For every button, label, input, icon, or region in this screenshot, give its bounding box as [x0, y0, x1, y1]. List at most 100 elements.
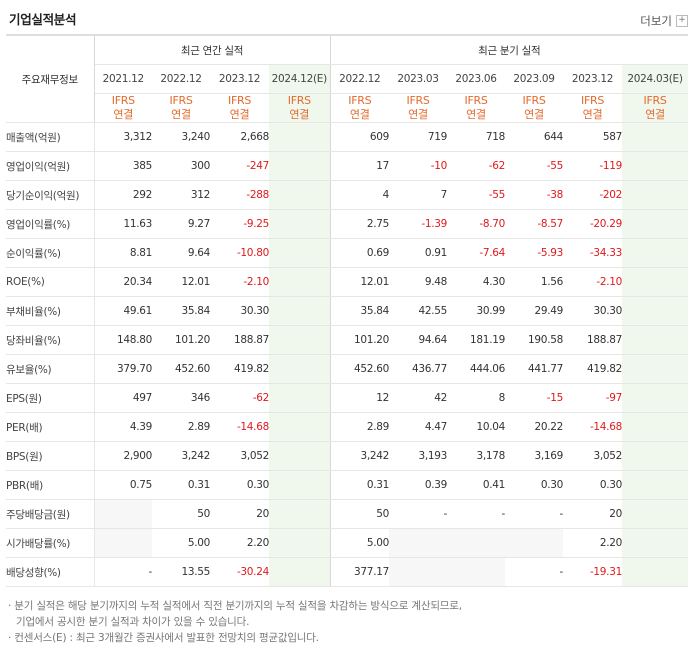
ifrs-label: IFRS 연결: [152, 93, 210, 123]
ifrs-line2: 연결: [645, 108, 665, 121]
table-cell: -5.93: [505, 238, 563, 268]
table-cell: 181.19: [447, 325, 505, 355]
table-cell: -62: [447, 151, 505, 181]
table-cell: 42.55: [389, 296, 447, 326]
row-label: 시가배당률(%): [6, 528, 95, 558]
table-cell: [389, 528, 447, 558]
table-cell: 0.31: [330, 470, 389, 500]
period-header: 2023.12: [563, 64, 622, 94]
period-header: 2022.12: [152, 64, 210, 94]
ifrs-label: IFRS 연결: [563, 93, 622, 123]
table-cell: 12.01: [330, 267, 389, 297]
ifrs-line2: 연결: [289, 108, 310, 121]
table-row: PBR(배) 0.75 0.31 0.30 0.31 0.39 0.41 0.30 0.30: [6, 470, 689, 500]
table-cell: 452.60: [330, 354, 389, 384]
table-cell: 587: [563, 122, 622, 152]
table-cell: [622, 557, 689, 587]
table-cell: [505, 528, 563, 558]
table-cell: 20: [563, 499, 622, 529]
table-cell: 441.77: [505, 354, 563, 384]
table-cell: -30.24: [210, 557, 269, 587]
table-cell: 0.75: [94, 470, 152, 500]
table-cell: 0.31: [152, 470, 210, 500]
table-cell: 1.56: [505, 267, 563, 297]
table-cell: -2.10: [563, 267, 622, 297]
table-cell: 3,312: [94, 122, 152, 152]
table-row: 당좌비율(%) 148.80 101.20 188.87 101.20 94.64 181.…: [6, 325, 689, 355]
table-row: 배당성향(%) -13.55 -30.24 377.17- -19.31: [6, 557, 689, 587]
table-cell: -14.68: [563, 412, 622, 442]
row-label: 영업이익률(%): [6, 209, 95, 239]
table-cell: 300: [152, 151, 210, 181]
table-cell: [269, 122, 331, 152]
table-cell: -55: [447, 180, 505, 210]
table-row: 시가배당률(%) 5.00 2.20 5.00 2.20: [6, 528, 689, 558]
row-header-cell: 주요재무정보: [6, 35, 95, 123]
period-header: 2023.09: [505, 64, 563, 94]
table-cell: 3,242: [152, 441, 210, 471]
table-cell: [622, 296, 689, 326]
table-cell: [269, 209, 331, 239]
table-cell: 190.58: [505, 325, 563, 355]
ifrs-line1: IFRS: [348, 94, 372, 107]
table-cell: 4: [330, 180, 389, 210]
table-cell: 30.30: [210, 296, 269, 326]
footnote-3: · 컨센서스(E) : 최근 3개월간 증권사에서 발표한 전망치의 평균값입니…: [8, 632, 319, 644]
table-cell: [94, 528, 152, 558]
period-header: 2024.12(E): [269, 64, 331, 94]
table-cell: -9.25: [210, 209, 269, 239]
table-cell: [269, 151, 331, 181]
table-cell: 4.47: [389, 412, 447, 442]
table-cell: 3,052: [210, 441, 269, 471]
table-cell: [94, 499, 152, 529]
ifrs-line2: 연결: [171, 108, 191, 121]
quarter-group-header: 최근 분기 실적: [330, 35, 689, 65]
table-cell: [269, 441, 331, 471]
table-cell: -: [505, 499, 563, 529]
ifrs-line2: 연결: [524, 108, 544, 121]
ifrs-line2: 연결: [408, 108, 428, 121]
table-cell: 4.39: [94, 412, 152, 442]
row-label: 당기순이익(억원): [6, 180, 95, 210]
table-cell: [269, 383, 331, 413]
table-cell: 719: [389, 122, 447, 152]
table-cell: [269, 528, 331, 558]
table-cell: 12.01: [152, 267, 210, 297]
table-cell: [269, 180, 331, 210]
table-cell: 379.70: [94, 354, 152, 384]
table-cell: 12: [330, 383, 389, 413]
table-cell: [622, 325, 689, 355]
table-cell: 101.20: [330, 325, 389, 355]
table-cell: -247: [210, 151, 269, 181]
table-cell: 292: [94, 180, 152, 210]
table-cell: [269, 296, 331, 326]
row-label: 주당배당금(원): [6, 499, 95, 529]
table-cell: -14.68: [210, 412, 269, 442]
ifrs-line2: 연결: [582, 108, 603, 121]
table-cell: 20.22: [505, 412, 563, 442]
period-header: 2024.03(E): [622, 64, 689, 94]
ifrs-line1: IFRS: [581, 94, 604, 107]
table-cell: [269, 354, 331, 384]
table-cell: 13.55: [152, 557, 210, 587]
ifrs-line1: IFRS: [406, 94, 430, 107]
table-cell: 42: [389, 383, 447, 413]
row-label: 당좌비율(%): [6, 325, 95, 355]
period-header: 2023.06: [447, 64, 505, 94]
ifrs-label: IFRS 연결: [389, 93, 447, 123]
row-label: BPS(원): [6, 441, 95, 471]
table-cell: 3,242: [330, 441, 389, 471]
table-cell: 49.61: [94, 296, 152, 326]
table-cell: -10.80: [210, 238, 269, 268]
table-cell: -8.57: [505, 209, 563, 239]
table-cell: 17: [330, 151, 389, 181]
table-cell: 419.82: [563, 354, 622, 384]
table-cell: -2.10: [210, 267, 269, 297]
table-cell: 644: [505, 122, 563, 152]
more-button[interactable]: 더보기 +: [640, 13, 688, 29]
ifrs-line1: IFRS: [522, 94, 546, 107]
table-cell: 35.84: [330, 296, 389, 326]
ifrs-line1: IFRS: [287, 94, 311, 107]
row-label: 매출액(억원): [6, 122, 95, 152]
table-cell: [622, 528, 689, 558]
